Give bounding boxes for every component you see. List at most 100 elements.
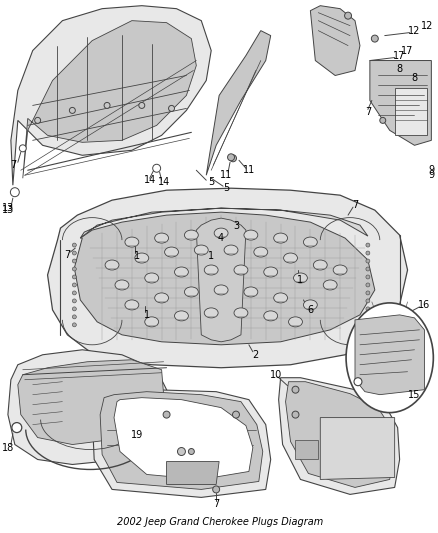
Text: 12: 12: [421, 21, 434, 30]
Polygon shape: [18, 360, 164, 445]
Circle shape: [72, 283, 76, 287]
Circle shape: [228, 154, 234, 161]
Polygon shape: [395, 88, 427, 135]
Circle shape: [177, 448, 185, 456]
Ellipse shape: [274, 233, 288, 243]
Ellipse shape: [264, 267, 278, 277]
Ellipse shape: [313, 260, 327, 270]
Ellipse shape: [204, 308, 218, 318]
Ellipse shape: [283, 253, 297, 263]
Circle shape: [371, 35, 378, 42]
Circle shape: [72, 251, 76, 255]
Polygon shape: [370, 61, 431, 146]
Polygon shape: [311, 6, 360, 76]
Circle shape: [72, 315, 76, 319]
Text: 19: 19: [131, 430, 143, 440]
Circle shape: [11, 188, 19, 197]
Circle shape: [72, 307, 76, 311]
Text: 5: 5: [208, 177, 214, 187]
Text: 11: 11: [243, 165, 255, 175]
Polygon shape: [8, 350, 172, 464]
Text: 9: 9: [428, 165, 434, 175]
Circle shape: [72, 299, 76, 303]
Circle shape: [380, 117, 386, 123]
Text: 7: 7: [365, 108, 371, 117]
Ellipse shape: [125, 237, 139, 247]
Circle shape: [366, 283, 370, 287]
Ellipse shape: [234, 308, 248, 318]
Circle shape: [233, 411, 240, 418]
Polygon shape: [166, 462, 219, 484]
Polygon shape: [320, 417, 395, 480]
Polygon shape: [279, 378, 399, 495]
Text: 18: 18: [2, 442, 14, 453]
Text: 4: 4: [218, 233, 224, 243]
Circle shape: [230, 155, 237, 162]
Polygon shape: [92, 390, 271, 497]
Circle shape: [366, 275, 370, 279]
Ellipse shape: [264, 311, 278, 321]
Circle shape: [72, 259, 76, 263]
Circle shape: [169, 106, 174, 111]
Text: 1: 1: [144, 310, 150, 320]
Ellipse shape: [115, 280, 129, 290]
Text: 5: 5: [223, 183, 229, 193]
Text: 7: 7: [10, 160, 16, 170]
Ellipse shape: [155, 233, 169, 243]
Ellipse shape: [274, 293, 288, 303]
Circle shape: [72, 267, 76, 271]
Text: 7: 7: [213, 499, 219, 510]
Polygon shape: [100, 392, 263, 489]
Ellipse shape: [174, 267, 188, 277]
Ellipse shape: [155, 293, 169, 303]
Text: 2: 2: [253, 350, 259, 360]
Circle shape: [69, 108, 75, 114]
Circle shape: [354, 378, 362, 386]
Polygon shape: [206, 30, 271, 175]
Circle shape: [72, 291, 76, 295]
Circle shape: [345, 12, 352, 19]
Text: 8: 8: [411, 74, 417, 84]
Text: 14: 14: [158, 177, 170, 187]
Circle shape: [366, 323, 370, 327]
Ellipse shape: [234, 265, 248, 275]
Ellipse shape: [165, 247, 178, 257]
Ellipse shape: [304, 300, 317, 310]
Text: 1: 1: [208, 251, 214, 261]
Circle shape: [386, 404, 393, 411]
Circle shape: [72, 323, 76, 327]
Circle shape: [35, 117, 41, 123]
Circle shape: [72, 243, 76, 247]
Ellipse shape: [214, 228, 228, 238]
Ellipse shape: [194, 245, 208, 255]
Circle shape: [104, 102, 110, 108]
Ellipse shape: [289, 317, 302, 327]
Ellipse shape: [323, 280, 337, 290]
Circle shape: [366, 299, 370, 303]
Polygon shape: [80, 208, 368, 238]
Polygon shape: [196, 218, 246, 342]
Text: 17: 17: [401, 45, 414, 55]
Text: 9: 9: [428, 170, 434, 180]
Ellipse shape: [145, 273, 159, 283]
Ellipse shape: [244, 230, 258, 240]
Polygon shape: [355, 315, 424, 394]
Text: 13: 13: [2, 205, 14, 215]
Text: 2002 Jeep Grand Cherokee Plugs Diagram: 2002 Jeep Grand Cherokee Plugs Diagram: [117, 518, 323, 527]
Circle shape: [188, 449, 194, 455]
Text: 14: 14: [144, 175, 156, 185]
Ellipse shape: [184, 230, 198, 240]
Polygon shape: [23, 21, 196, 178]
Polygon shape: [114, 398, 253, 480]
Ellipse shape: [135, 253, 149, 263]
Text: 7: 7: [64, 250, 71, 260]
Text: 10: 10: [269, 370, 282, 379]
Circle shape: [366, 267, 370, 271]
Ellipse shape: [304, 237, 317, 247]
Circle shape: [163, 411, 170, 418]
Text: 13: 13: [2, 203, 14, 213]
Circle shape: [19, 145, 26, 152]
Circle shape: [366, 251, 370, 255]
Ellipse shape: [333, 265, 347, 275]
Ellipse shape: [244, 287, 258, 297]
